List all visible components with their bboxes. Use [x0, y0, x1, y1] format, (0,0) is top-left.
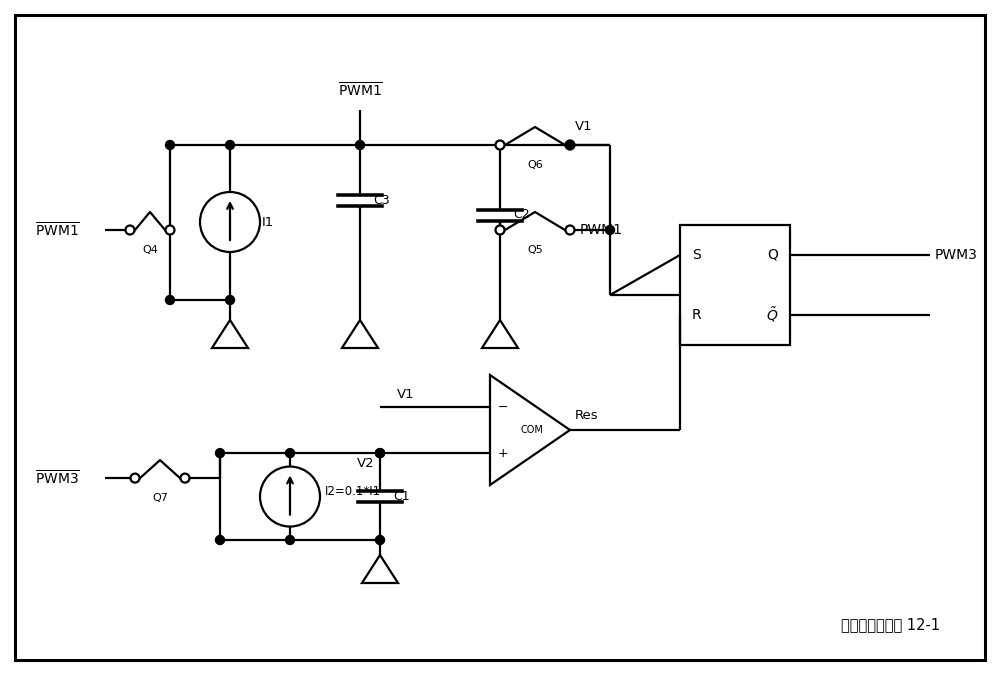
- Text: Q4: Q4: [142, 245, 158, 255]
- Text: I2=0.1*I1: I2=0.1*I1: [325, 485, 381, 498]
- Circle shape: [126, 225, 134, 234]
- Text: PWM1: PWM1: [580, 223, 623, 237]
- Circle shape: [166, 225, 175, 234]
- Text: $-$: $-$: [497, 400, 508, 413]
- Text: 占空比转换电路 12-1: 占空比转换电路 12-1: [841, 618, 940, 632]
- Circle shape: [286, 449, 294, 458]
- Text: C1: C1: [393, 490, 410, 503]
- Circle shape: [496, 140, 505, 149]
- Text: $\tilde{Q}$: $\tilde{Q}$: [766, 306, 778, 324]
- Circle shape: [376, 535, 384, 545]
- Text: I1: I1: [262, 215, 274, 229]
- Text: $\overline{\rm PWM1}$: $\overline{\rm PWM1}$: [338, 82, 382, 100]
- Text: $+$: $+$: [497, 447, 508, 460]
- Text: S: S: [692, 248, 701, 262]
- Circle shape: [606, 225, 614, 234]
- Circle shape: [286, 535, 294, 545]
- Circle shape: [496, 140, 505, 149]
- Circle shape: [226, 296, 234, 304]
- Circle shape: [130, 474, 140, 483]
- Text: V2: V2: [357, 457, 375, 470]
- Text: V1: V1: [397, 388, 415, 401]
- Circle shape: [376, 449, 384, 458]
- Circle shape: [356, 140, 364, 149]
- Circle shape: [496, 225, 505, 234]
- Bar: [680, 225, 790, 345]
- Text: Q: Q: [767, 248, 778, 262]
- Circle shape: [566, 140, 574, 149]
- Circle shape: [566, 140, 574, 149]
- Circle shape: [226, 140, 234, 149]
- Circle shape: [496, 225, 505, 234]
- Circle shape: [180, 474, 190, 483]
- Text: Q5: Q5: [527, 245, 543, 255]
- Text: Q7: Q7: [152, 493, 168, 503]
- Text: Res: Res: [575, 409, 599, 422]
- Text: Q6: Q6: [527, 160, 543, 170]
- Text: COM: COM: [521, 425, 543, 435]
- Circle shape: [166, 140, 175, 149]
- Text: R: R: [692, 308, 702, 322]
- Text: $\overline{\rm PWM3}$: $\overline{\rm PWM3}$: [35, 469, 80, 487]
- Text: PWM3: PWM3: [935, 248, 978, 262]
- Circle shape: [216, 535, 224, 545]
- Text: V1: V1: [575, 120, 593, 133]
- Text: C3: C3: [373, 194, 390, 207]
- Circle shape: [376, 449, 384, 458]
- Text: C2: C2: [513, 209, 530, 221]
- Text: $\overline{\rm PWM1}$: $\overline{\rm PWM1}$: [35, 221, 80, 239]
- Circle shape: [166, 296, 175, 304]
- Circle shape: [566, 225, 574, 234]
- Circle shape: [216, 449, 224, 458]
